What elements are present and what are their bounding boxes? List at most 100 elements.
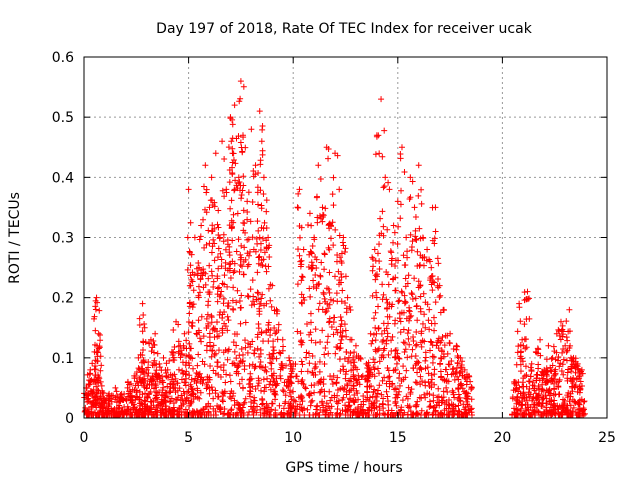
data-point <box>277 372 284 379</box>
data-point <box>298 404 305 411</box>
data-point <box>383 305 390 312</box>
data-point <box>373 393 380 400</box>
data-point <box>197 335 204 342</box>
data-point <box>337 385 344 392</box>
data-point <box>209 243 216 250</box>
data-point <box>112 384 119 391</box>
data-point <box>392 263 399 270</box>
data-point <box>429 342 436 349</box>
data-point <box>233 342 240 349</box>
data-point <box>193 265 200 272</box>
data-point <box>163 403 170 410</box>
data-points <box>81 78 588 418</box>
data-point <box>185 388 192 395</box>
data-point <box>304 406 311 413</box>
data-point <box>563 406 570 413</box>
data-point <box>412 227 419 234</box>
data-point <box>232 177 239 184</box>
data-point <box>272 330 279 337</box>
data-point <box>435 345 442 352</box>
data-point <box>195 327 202 334</box>
data-point <box>559 361 566 368</box>
data-point <box>431 366 438 373</box>
data-point <box>184 266 191 273</box>
data-point <box>239 376 246 383</box>
data-point <box>412 342 419 349</box>
data-point <box>450 401 457 408</box>
data-point <box>93 383 100 390</box>
data-point <box>258 138 265 145</box>
data-point <box>266 254 273 261</box>
data-point <box>566 344 573 351</box>
data-point <box>574 363 581 370</box>
data-point <box>388 337 395 344</box>
data-point <box>538 372 545 379</box>
data-point <box>431 240 438 247</box>
data-point <box>237 304 244 311</box>
data-point <box>436 294 443 301</box>
data-point <box>235 404 242 411</box>
data-point <box>517 368 524 375</box>
data-point <box>420 290 427 297</box>
data-point <box>413 237 420 244</box>
data-point <box>579 383 586 390</box>
data-point <box>376 265 383 272</box>
data-point <box>357 356 364 363</box>
data-point <box>321 351 328 358</box>
data-point <box>129 399 136 406</box>
data-point <box>519 336 526 343</box>
data-point <box>139 300 146 307</box>
data-point <box>380 291 387 298</box>
data-point <box>412 236 419 243</box>
data-point <box>153 361 160 368</box>
data-point <box>338 336 345 343</box>
data-point <box>390 222 397 229</box>
data-point <box>170 356 177 363</box>
data-point <box>316 358 323 365</box>
data-point <box>385 179 392 186</box>
data-point <box>401 348 408 355</box>
data-point <box>171 344 178 351</box>
data-point <box>396 382 403 389</box>
data-point <box>306 350 313 357</box>
data-point <box>389 301 396 308</box>
data-point <box>268 303 275 310</box>
data-point <box>414 317 421 324</box>
data-point <box>234 287 241 294</box>
data-point <box>405 384 412 391</box>
data-point <box>144 403 151 410</box>
data-point <box>256 253 263 260</box>
data-point <box>267 386 274 393</box>
data-point <box>378 330 385 337</box>
data-point <box>341 385 348 392</box>
data-point <box>94 349 101 356</box>
data-point <box>237 139 244 146</box>
data-point <box>91 313 98 320</box>
data-point <box>514 393 521 400</box>
data-point <box>523 371 530 378</box>
data-point <box>216 311 223 318</box>
data-point <box>535 383 542 390</box>
data-point <box>408 247 415 254</box>
data-point <box>254 289 261 296</box>
data-point <box>182 379 189 386</box>
data-point <box>376 345 383 352</box>
data-point <box>238 254 245 261</box>
data-point <box>211 351 218 358</box>
data-point <box>383 340 390 347</box>
data-point <box>308 319 315 326</box>
data-point <box>405 272 412 279</box>
data-point <box>394 394 401 401</box>
data-point <box>263 400 270 407</box>
data-point <box>215 224 222 231</box>
data-point <box>224 356 231 363</box>
data-point <box>138 359 145 366</box>
data-point <box>404 254 411 261</box>
data-point <box>204 311 211 318</box>
data-point <box>395 257 402 264</box>
data-point <box>237 95 244 102</box>
data-point <box>454 373 461 380</box>
data-point <box>316 212 323 219</box>
data-point <box>389 255 396 262</box>
data-point <box>156 364 163 371</box>
